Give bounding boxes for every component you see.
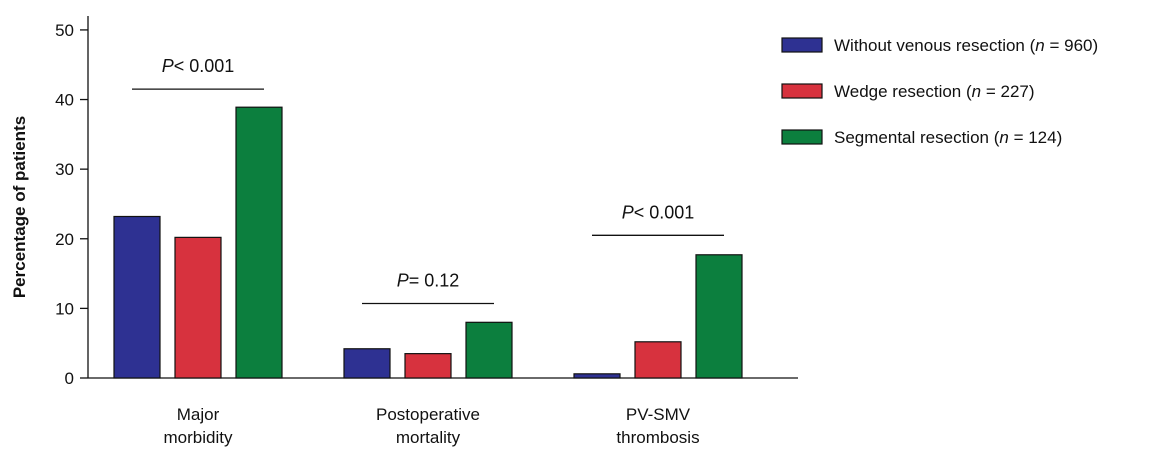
bar [695, 254, 743, 379]
legend-label-n-symbol: n [1035, 36, 1044, 55]
x-category-label-line: PV-SMV [626, 405, 691, 424]
bar [634, 341, 682, 379]
p-value-label: P< 0.001 [162, 56, 235, 76]
legend-label-n-value: = 124) [1009, 128, 1062, 147]
p-value-symbol: P [622, 202, 634, 222]
p-value-text: = 0.12 [409, 271, 460, 291]
legend-label-n-symbol: n [972, 82, 981, 101]
y-tick-label: 10 [55, 299, 74, 318]
legend-swatch [781, 37, 823, 53]
legend-label-n-value: = 227) [981, 82, 1034, 101]
bar [174, 236, 222, 379]
y-tick-label: 40 [55, 91, 74, 110]
bar [343, 348, 391, 379]
y-tick-label: 0 [65, 369, 74, 388]
x-category-label: Postoperative mortality [376, 405, 480, 447]
bar [573, 373, 621, 379]
bar [235, 106, 283, 379]
bar [404, 353, 452, 379]
p-value-text: < 0.001 [174, 56, 235, 76]
x-category-label-line: morbidity [164, 428, 233, 447]
y-tick-label: 20 [55, 230, 74, 249]
x-category-label-line: Major [177, 405, 220, 424]
p-value-label: P< 0.001 [622, 202, 695, 222]
x-category-label-line: thrombosis [616, 428, 699, 447]
p-value-label: P= 0.12 [397, 271, 460, 291]
legend-label-n-value: = 960) [1045, 36, 1098, 55]
y-axis-label: Percentage of patients [10, 116, 29, 298]
legend-label: Wedge resection (n = 227) [834, 82, 1035, 101]
legend-label-n-symbol: n [999, 128, 1008, 147]
legend-label-main: Without venous resection ( [834, 36, 1036, 55]
bar [113, 215, 161, 379]
legend-label: Segmental resection (n = 124) [834, 128, 1062, 147]
legend: Without venous resection (n = 960)Wedge … [781, 36, 1098, 147]
bars [113, 106, 743, 379]
x-category-label: Major morbidity [164, 405, 233, 447]
p-value-symbol: P [397, 271, 409, 291]
y-tick-label: 30 [55, 160, 74, 179]
axes: 0 10 20 30 40 50 Percentage of patients Major mo… [10, 16, 798, 447]
bar [465, 321, 513, 379]
p-value-text: < 0.001 [634, 202, 695, 222]
p-value-symbol: P [162, 56, 174, 76]
x-category-label: PV-SMV thrombosis [616, 405, 699, 447]
legend-swatch [781, 83, 823, 99]
legend-swatch [781, 129, 823, 145]
y-tick-label: 50 [55, 21, 74, 40]
x-category-label-line: Postoperative [376, 405, 480, 424]
legend-label-main: Wedge resection ( [834, 82, 972, 101]
x-category-label-line: mortality [396, 428, 461, 447]
legend-label: Without venous resection (n = 960) [834, 36, 1098, 55]
legend-label-main: Segmental resection ( [834, 128, 1000, 147]
